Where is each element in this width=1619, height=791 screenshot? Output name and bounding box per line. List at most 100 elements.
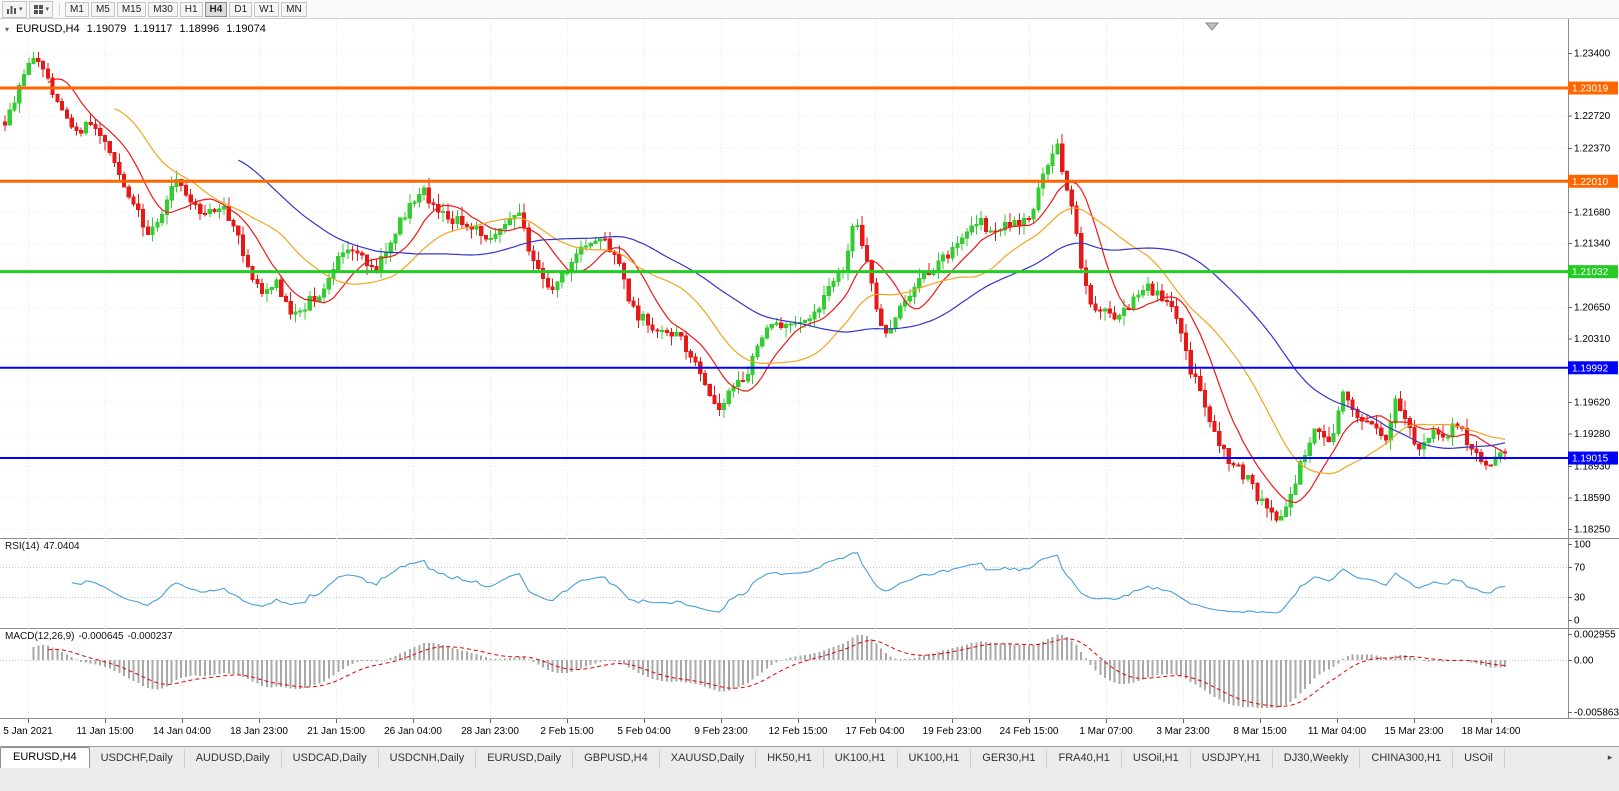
rsi-axis-label: 0 bbox=[1574, 616, 1580, 627]
price-chart[interactable]: 1.23400 1.22720 1.22370 1.21680 1.21340 1.206… bbox=[0, 19, 1619, 538]
time-tick bbox=[875, 719, 876, 723]
tab-usdchf-daily[interactable]: USDCHF,Daily bbox=[90, 749, 185, 768]
timeframe-toolbar: ▾ ▾ M1 M5 M15 M30 H1 H4 D1 W1 MN bbox=[0, 0, 1619, 19]
tab-scroll-right-button[interactable]: ▸ bbox=[1607, 752, 1613, 762]
tab-ger30-h1[interactable]: GER30,H1 bbox=[971, 749, 1048, 768]
level-price-label: 1.22010 bbox=[1572, 177, 1609, 188]
macd-main-value: -0.000645 bbox=[78, 631, 124, 642]
toolbar-separator bbox=[59, 2, 61, 16]
chart-tab-bar: EURUSD,H4 USDCHF,Daily AUDUSD,Daily USDCAD,… bbox=[0, 746, 1619, 768]
timeframe-button-m15[interactable]: M15 bbox=[116, 1, 147, 17]
time-label: 11 Jan 15:00 bbox=[76, 726, 134, 737]
timeframe-button-h1[interactable]: H1 bbox=[179, 1, 203, 17]
tab-uk100-h1[interactable]: UK100,H1 bbox=[898, 749, 972, 768]
timeframe-button-w1[interactable]: W1 bbox=[254, 1, 280, 17]
level-price-box bbox=[1568, 81, 1618, 95]
tab-hk50-h1[interactable]: HK50,H1 bbox=[756, 749, 824, 768]
timeframe-button-mn[interactable]: MN bbox=[281, 1, 307, 17]
price-axis-label: 1.18930 bbox=[1574, 461, 1611, 472]
price-axis-label: 1.23400 bbox=[1574, 48, 1611, 59]
macd-histogram bbox=[32, 634, 1507, 709]
time-label: 28 Jan 23:00 bbox=[461, 726, 519, 737]
timeframe-button-m1[interactable]: M1 bbox=[65, 1, 89, 17]
charts-dropdown-button[interactable]: ▾ bbox=[2, 0, 27, 18]
tab-fra40-h1[interactable]: FRA40,H1 bbox=[1047, 749, 1122, 768]
chart-shift-marker[interactable] bbox=[1204, 22, 1220, 31]
periods-dropdown-button[interactable]: ▾ bbox=[28, 0, 54, 18]
time-tick bbox=[259, 719, 260, 723]
time-label: 17 Feb 04:00 bbox=[845, 726, 905, 737]
time-label: 2 Feb 15:00 bbox=[540, 726, 594, 737]
level-price-box bbox=[1568, 174, 1618, 188]
macd-panel[interactable]: 0.002955 0.00 -0.005863 bbox=[0, 628, 1619, 718]
time-tick bbox=[1183, 719, 1184, 723]
time-tick bbox=[952, 719, 953, 723]
rsi-panel[interactable]: 100 70 30 0 bbox=[0, 538, 1619, 628]
tab-uk100-h1[interactable]: UK100,H1 bbox=[824, 749, 898, 768]
time-tick bbox=[1337, 719, 1338, 723]
tab-usdcnh-daily[interactable]: USDCNH,Daily bbox=[379, 749, 477, 768]
rsi-line bbox=[71, 552, 1506, 614]
horizontal-level-lines[interactable]: 1.23019 1.22010 1.21032 1.19992 1.19015 bbox=[0, 81, 1618, 465]
tab-xauusd-daily[interactable]: XAUUSD,Daily bbox=[660, 749, 757, 768]
time-label: 12 Feb 15:00 bbox=[768, 726, 828, 737]
time-tick bbox=[105, 719, 106, 723]
tab-usdjpy-h1[interactable]: USDJPY,H1 bbox=[1191, 749, 1273, 768]
time-label: 14 Jan 04:00 bbox=[153, 726, 211, 737]
rsi-name: RSI(14) bbox=[5, 541, 40, 552]
macd-axis-background bbox=[1569, 629, 1619, 718]
rsi-axis-label: 70 bbox=[1574, 562, 1586, 573]
rsi-value: 47.0404 bbox=[43, 541, 80, 552]
time-label: 19 Feb 23:00 bbox=[922, 726, 982, 737]
level-price-box bbox=[1568, 451, 1618, 465]
time-tick bbox=[798, 719, 799, 723]
price-axis-label: 1.20310 bbox=[1574, 334, 1611, 345]
macd-axis-label: 0.00 bbox=[1574, 656, 1594, 667]
ma-fast-line bbox=[47, 78, 1506, 504]
rsi-indicator-label: RSI(14) 47.0404 bbox=[5, 541, 84, 552]
tab-usoil-h1[interactable]: USOil,H1 bbox=[1122, 749, 1191, 768]
level-price-box bbox=[1568, 361, 1618, 375]
time-tick bbox=[182, 719, 183, 723]
time-label: 18 Mar 14:00 bbox=[1461, 726, 1521, 737]
time-tick bbox=[1260, 719, 1261, 723]
timeframe-button-m30[interactable]: M30 bbox=[148, 1, 178, 17]
toolbar-left-group: ▾ ▾ bbox=[2, 0, 55, 18]
macd-signal-line bbox=[47, 638, 1506, 707]
tab-eurusd-h4[interactable]: EURUSD,H4 bbox=[0, 747, 90, 768]
tab-usoil[interactable]: USOil bbox=[1453, 749, 1505, 768]
candlesticks-up bbox=[7, 51, 1503, 521]
time-tick bbox=[1029, 719, 1030, 723]
time-label: 26 Jan 04:00 bbox=[384, 726, 442, 737]
tab-usdcad-daily[interactable]: USDCAD,Daily bbox=[282, 749, 379, 768]
macd-axis-label: 0.002955 bbox=[1574, 630, 1616, 641]
tab-china300-h1[interactable]: CHINA300,H1 bbox=[1360, 749, 1454, 768]
chart-title: ▾ EURUSD,H4 1.19079 1.19117 1.18996 1.19… bbox=[5, 23, 266, 35]
vertical-gridlines bbox=[28, 628, 1492, 718]
timeframe-button-d1[interactable]: D1 bbox=[229, 1, 253, 17]
time-tick bbox=[1414, 719, 1415, 723]
tab-dj30-weekly[interactable]: DJ30,Weekly bbox=[1273, 749, 1361, 768]
timeframe-button-h4[interactable]: H4 bbox=[204, 1, 228, 17]
vertical-gridlines bbox=[28, 19, 1492, 538]
ma-medium-line bbox=[114, 108, 1506, 475]
dropdown-caret-icon: ▾ bbox=[45, 5, 50, 13]
price-axis-label: 1.21340 bbox=[1574, 239, 1611, 250]
tab-gbpusd-h4[interactable]: GBPUSD,H4 bbox=[573, 749, 660, 768]
time-tick bbox=[336, 719, 337, 723]
grid-icon bbox=[33, 4, 43, 14]
time-label: 24 Feb 15:00 bbox=[999, 726, 1059, 737]
time-tick bbox=[644, 719, 645, 723]
candlesticks-down bbox=[2, 51, 1508, 523]
timeframe-button-m5[interactable]: M5 bbox=[90, 1, 115, 17]
high-value: 1.19117 bbox=[133, 23, 173, 35]
time-label: 5 Jan 2021 bbox=[3, 726, 53, 737]
chart-menu-icon[interactable]: ▾ bbox=[5, 24, 10, 34]
tab-audusd-daily[interactable]: AUDUSD,Daily bbox=[185, 749, 282, 768]
price-axis-label: 1.22720 bbox=[1574, 111, 1611, 122]
time-label: 8 Mar 15:00 bbox=[1233, 726, 1287, 737]
macd-indicator-label: MACD(12,26,9) -0.000645 -0.000237 bbox=[5, 631, 177, 642]
level-price-box bbox=[1568, 265, 1618, 279]
tab-eurusd-daily[interactable]: EURUSD,Daily bbox=[476, 749, 574, 768]
